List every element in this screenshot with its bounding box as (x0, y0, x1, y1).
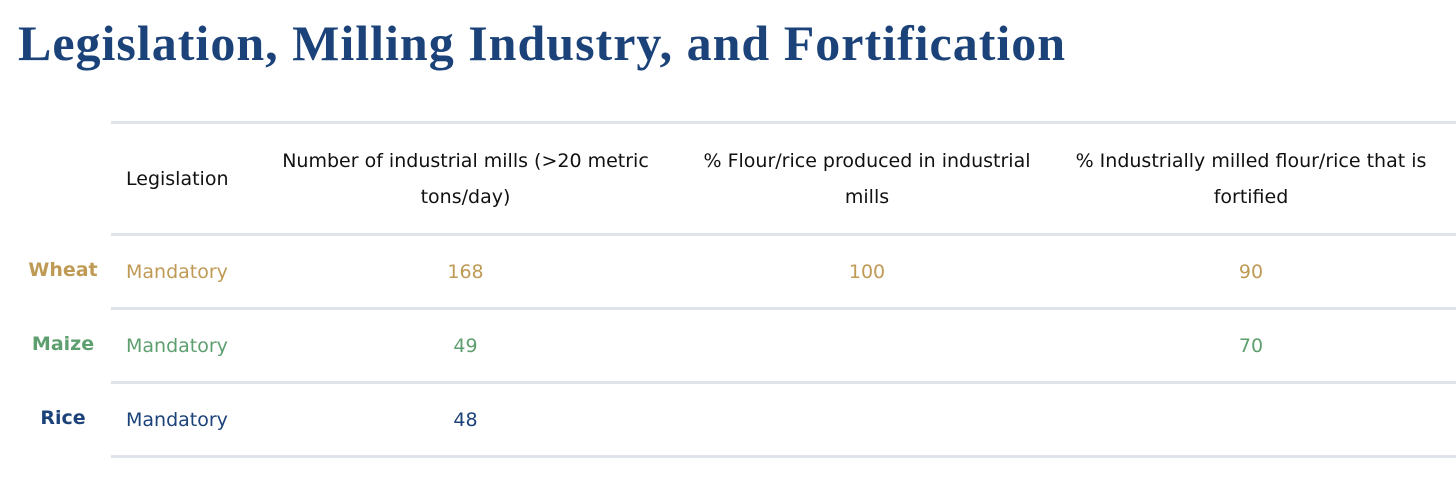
cell-legislation: Mandatory (111, 308, 243, 384)
cell-mills: 168 (243, 234, 688, 310)
header-fortified: % Industrially milled flour/rice that is… (1046, 121, 1456, 236)
row-label-rice: Rice (40, 407, 86, 429)
cell-flour-pct (688, 308, 1046, 384)
cell-fortified-pct: 90 (1046, 234, 1456, 310)
cell-fortified-pct: 70 (1046, 308, 1456, 384)
cell-legislation: Mandatory (111, 382, 243, 458)
table-header-row: Legislation Number of industrial mills (… (111, 121, 1456, 236)
cell-flour-pct: 100 (688, 234, 1046, 310)
fortification-table: Legislation Number of industrial mills (… (111, 121, 1456, 458)
row-label-maize: Maize (31, 333, 95, 355)
cell-fortified-pct (1046, 382, 1456, 458)
header-flour-produced: % Flour/rice produced in industrial mill… (688, 121, 1046, 236)
cell-flour-pct (688, 382, 1046, 458)
cell-legislation: Mandatory (111, 234, 243, 310)
fortification-table-container: Legislation Number of industrial mills (… (111, 121, 1456, 458)
table-row-maize: Mandatory 49 70 (111, 308, 1456, 384)
page-title: Legislation, Milling Industry, and Forti… (18, 15, 1067, 71)
cell-mills: 48 (243, 382, 688, 458)
header-industrial-mills: Number of industrial mills (>20 metric t… (243, 121, 688, 236)
table-row-rice: Mandatory 48 (111, 382, 1456, 458)
row-label-wheat: Wheat (28, 259, 98, 281)
table-row-wheat: Mandatory 168 100 90 (111, 234, 1456, 310)
header-legislation: Legislation (111, 121, 243, 236)
cell-mills: 49 (243, 308, 688, 384)
